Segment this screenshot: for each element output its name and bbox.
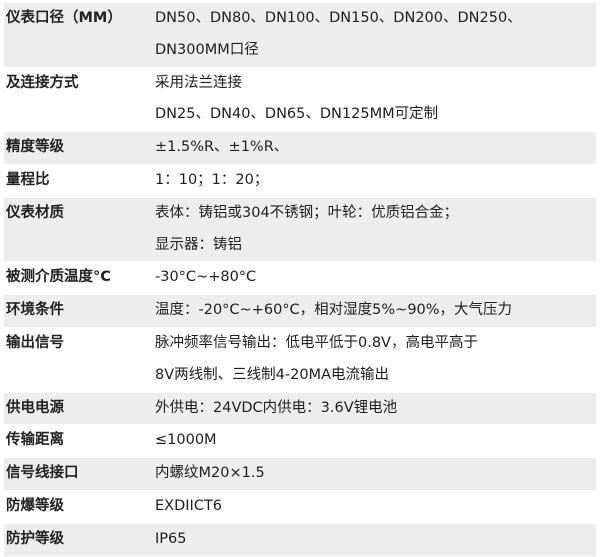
spec-value: IP65 [155,524,596,556]
spec-row: 精度等级 ±1.5%R、±1%R、 [4,132,596,164]
spec-value: 采用法兰连接 DN25、DN40、DN65、DN125MM可定制 [155,68,596,132]
spec-value: DN50、DN80、DN100、DN150、DN200、DN250、 DN300M… [155,3,596,67]
spec-table: 仪表口径（MM） DN50、DN80、DN100、DN150、DN200、DN25… [4,3,596,557]
spec-label: 量程比 [6,171,50,188]
spec-value: 表体：铸铝或304不锈钢；叶轮：优质铝合金； 显示器：铸铝 [155,198,596,262]
spec-value-line: 显示器：铸铝 [155,236,242,253]
spec-row: 信号线接口 内螺纹M20×1.5 [4,458,596,490]
spec-label: 及连接方式 [6,74,79,91]
spec-row: 防爆等级 EXDIICT6 [4,491,596,523]
spec-value-line: 8V两线制、三线制4-20MA电流输出 [155,366,389,383]
spec-label: 传输距离 [6,432,64,449]
spec-value-line: 内螺纹M20×1.5 [155,465,265,482]
spec-row: 防护等级 IP65 [4,523,596,556]
spec-value-line: 温度：-20°C~+60°C，相对湿度5%~90%，大气压力 [155,302,513,319]
spec-row: 供电电源 外供电：24VDC内供电：3.6V锂电池 [4,392,596,425]
spec-label: 仪表口径（MM） [6,10,122,26]
spec-label: 环境条件 [6,302,64,319]
spec-value: 内螺纹M20×1.5 [155,458,596,490]
spec-value-line: DN300MM口径 [155,41,259,58]
spec-value: -30°C~+80°C [155,262,596,294]
spec-value-line: EXDIICT6 [155,497,223,514]
spec-value-line: 表体：铸铝或304不锈钢；叶轮：优质铝合金； [155,204,459,221]
spec-row: 及连接方式 采用法兰连接 DN25、DN40、DN65、DN125MM可定制 [4,68,596,132]
spec-value-line: ±1.5%R、±1%R、 [155,139,289,156]
spec-label: 信号线接口 [6,465,79,482]
spec-label: 精度等级 [6,139,64,156]
spec-row: 量程比 1：10；1：20； [4,165,596,197]
spec-value-line: DN25、DN40、DN65、DN125MM可定制 [155,106,439,123]
spec-value-line: 采用法兰连接 [155,74,242,91]
spec-value: EXDIICT6 [155,491,596,523]
spec-label: 防爆等级 [6,497,64,514]
spec-value-line: 1：10；1：20； [155,171,269,188]
spec-row: 输出信号 脉冲频率信号输出：低电平低于0.8V，高电平高于 8V两线制、三线制4-2… [4,328,596,392]
spec-value: 脉冲频率信号输出：低电平低于0.8V，高电平高于 8V两线制、三线制4-20MA电… [155,328,596,392]
spec-value: ±1.5%R、±1%R、 [155,132,596,164]
spec-value: 外供电：24VDC内供电：3.6V锂电池 [155,393,596,425]
spec-value: ≤1000M [155,425,596,457]
spec-value-line: 外供电：24VDC内供电：3.6V锂电池 [155,399,398,416]
spec-value-line: ≤1000M [155,432,217,449]
spec-label: 防护等级 [6,530,64,547]
spec-value: 1：10；1：20； [155,165,596,197]
spec-value-line: IP65 [155,530,187,547]
spec-value-line: DN50、DN80、DN100、DN150、DN200、DN250、 [155,10,522,26]
spec-label: 输出信号 [6,334,64,351]
spec-row: 仪表材质 表体：铸铝或304不锈钢；叶轮：优质铝合金； 显示器：铸铝 [4,197,596,262]
spec-value: 温度：-20°C~+60°C，相对湿度5%~90%，大气压力 [155,295,596,327]
spec-label: 仪表材质 [6,204,64,221]
spec-value-line: -30°C~+80°C [155,269,257,286]
spec-row: 传输距离 ≤1000M [4,425,596,457]
spec-row: 被测介质温度°C -30°C~+80°C [4,262,596,294]
spec-label: 被测介质温度°C [6,269,111,286]
spec-row: 环境条件 温度：-20°C~+60°C，相对湿度5%~90%，大气压力 [4,295,596,327]
spec-label: 供电电源 [6,399,64,416]
spec-row: 仪表口径（MM） DN50、DN80、DN100、DN150、DN200、DN25… [4,3,596,67]
spec-value-line: 脉冲频率信号输出：低电平低于0.8V，高电平高于 [155,334,478,351]
